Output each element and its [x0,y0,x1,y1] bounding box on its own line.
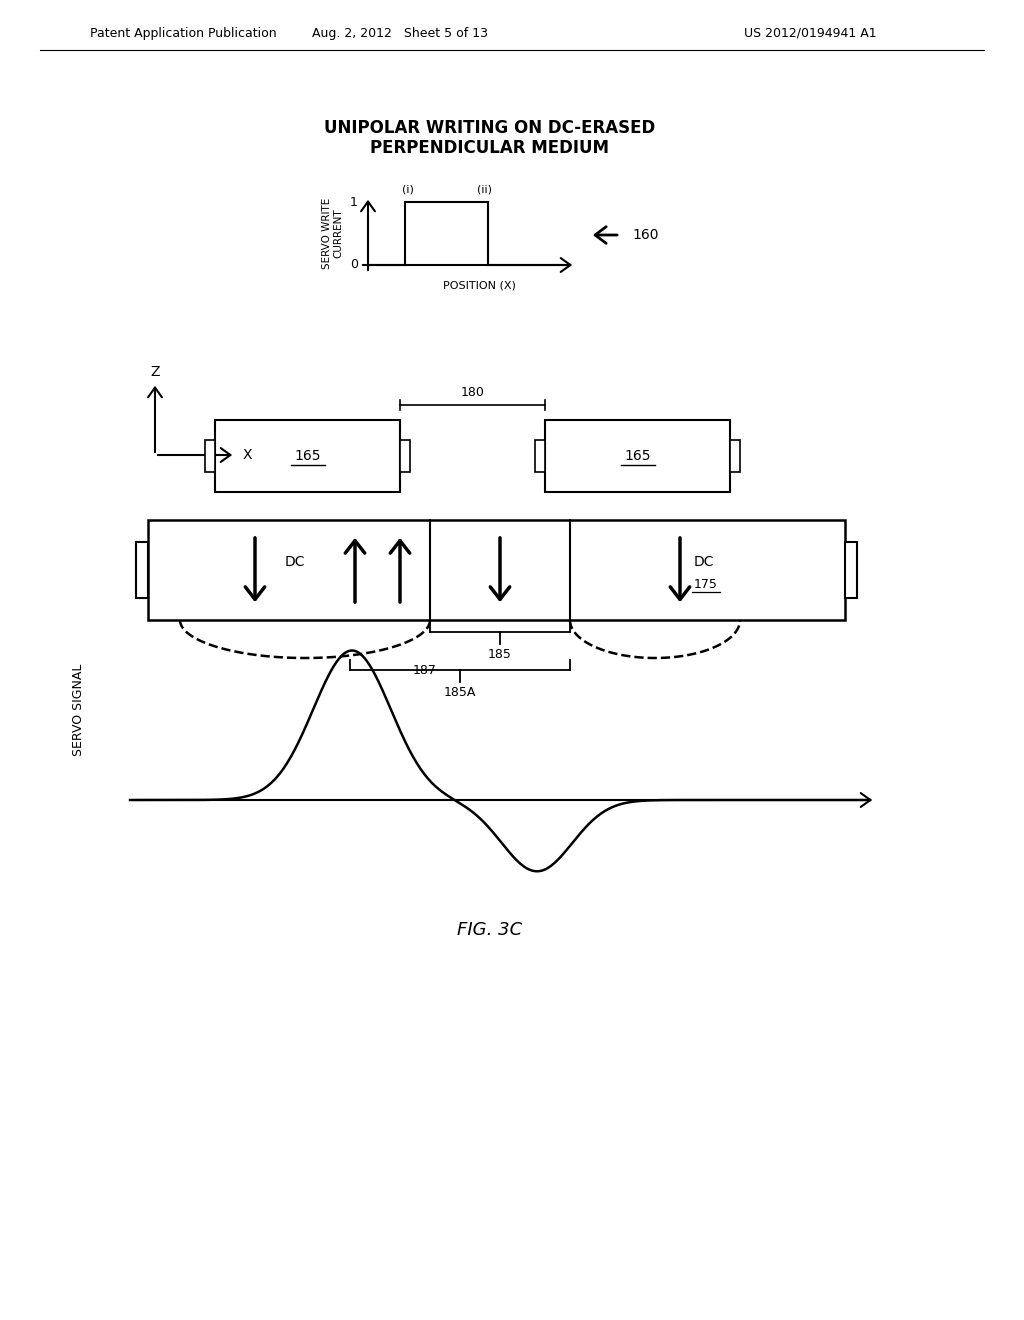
Text: 165: 165 [294,449,321,463]
Polygon shape [136,543,148,598]
Text: (i): (i) [402,183,414,194]
Text: 165: 165 [625,449,650,463]
Polygon shape [845,543,857,598]
Text: DC: DC [694,554,715,569]
Text: Z: Z [151,366,160,379]
Bar [545,420,730,492]
Text: SERVO SIGNAL: SERVO SIGNAL [72,664,85,756]
Text: 185A: 185A [443,685,476,698]
Text: US 2012/0194941 A1: US 2012/0194941 A1 [743,26,877,40]
Bar [215,420,400,492]
Text: 187: 187 [413,664,436,677]
Bar [148,520,845,620]
Text: DC: DC [285,554,305,569]
Text: Aug. 2, 2012   Sheet 5 of 13: Aug. 2, 2012 Sheet 5 of 13 [312,26,488,40]
Text: 0: 0 [350,259,358,272]
Text: 160: 160 [632,228,658,242]
Text: X: X [243,447,252,462]
Polygon shape [730,440,740,471]
Text: 1: 1 [350,195,358,209]
Polygon shape [205,440,215,471]
Text: Patent Application Publication: Patent Application Publication [90,26,276,40]
Text: 180: 180 [461,385,484,399]
Text: UNIPOLAR WRITING ON DC-ERASED: UNIPOLAR WRITING ON DC-ERASED [325,119,655,137]
Text: FIG. 3C: FIG. 3C [458,921,522,939]
Text: 185: 185 [488,648,512,660]
Text: POSITION (X): POSITION (X) [442,280,515,290]
Text: SERVO WRITE
CURRENT: SERVO WRITE CURRENT [323,198,344,269]
Text: PERPENDICULAR MEDIUM: PERPENDICULAR MEDIUM [371,139,609,157]
Polygon shape [400,440,410,471]
Text: (ii): (ii) [477,183,493,194]
Polygon shape [535,440,545,471]
Text: 175: 175 [694,578,718,590]
